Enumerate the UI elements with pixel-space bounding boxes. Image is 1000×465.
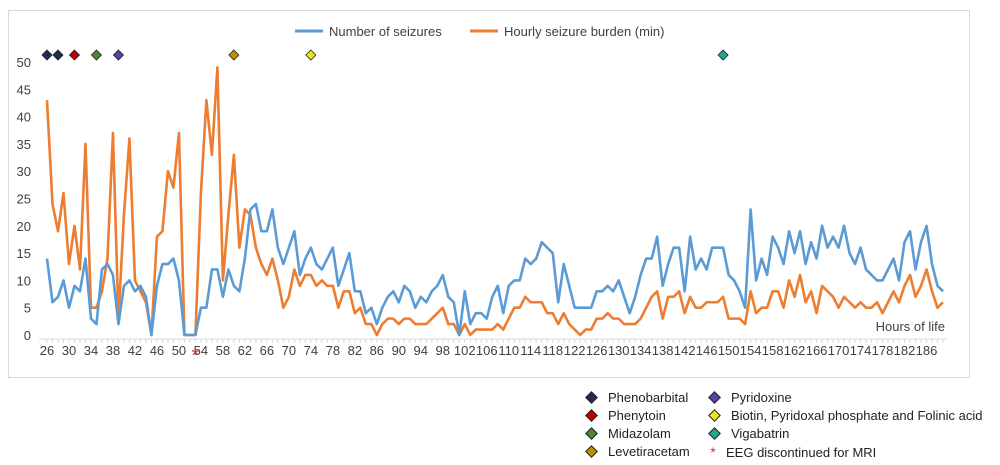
x-tick-label: 130 <box>608 343 630 358</box>
medication-marker-levetiracetam <box>228 49 240 61</box>
y-tick-label: 50 <box>17 55 31 70</box>
legend-item-phenytoin: Phenytoin <box>585 408 666 423</box>
medication-marker-phenobarbital <box>41 49 53 61</box>
x-tick-label: 54 <box>194 343 208 358</box>
diamond-icon <box>708 409 721 422</box>
x-tick-label: 106 <box>476 343 498 358</box>
x-tick-label: 146 <box>696 343 718 358</box>
chart-frame <box>8 10 970 378</box>
y-tick-label: 20 <box>17 219 31 234</box>
legend-item-biotin: Biotin, Pyridoxal phosphate and Folinic … <box>708 408 982 423</box>
x-tick-label: 178 <box>872 343 894 358</box>
legend-label: Biotin, Pyridoxal phosphate and Folinic … <box>731 408 983 423</box>
x-tick-label: 30 <box>62 343 76 358</box>
diamond-icon <box>585 409 598 422</box>
asterisk-icon: * <box>710 444 716 460</box>
series-line-burden <box>45 66 944 337</box>
x-tick-label: 134 <box>630 343 652 358</box>
x-tick-label: 50 <box>172 343 186 358</box>
x-tick-label: 150 <box>718 343 740 358</box>
medication-markers: * <box>41 49 729 367</box>
legend-item-eeg-discontinued: * EEG discontinued for MRI <box>708 444 876 460</box>
x-tick-label: 42 <box>128 343 142 358</box>
y-tick-label: 15 <box>17 246 31 261</box>
x-tick-label: 102 <box>454 343 476 358</box>
x-axis: 26 30 34 38 42 46 50 54 58 62 66 70 74 78 82 86 90 94 98 10… <box>39 338 947 358</box>
x-tick-label: 114 <box>520 343 541 358</box>
x-tick-label: 110 <box>498 343 519 358</box>
eeg-discontinued-marker: * <box>192 345 200 367</box>
legend-label: Phenobarbital <box>608 390 689 405</box>
legend-item-phenobarbital: Phenobarbital <box>585 390 688 405</box>
medication-marker-phenobarbital <box>52 49 64 61</box>
y-tick-label: 40 <box>17 110 31 125</box>
legend-label: Midazolam <box>608 426 671 441</box>
y-tick-label: 45 <box>17 82 31 97</box>
medication-marker-biotin <box>305 49 317 61</box>
medication-legend: Phenobarbital Pyridoxine Phenytoin Bioti… <box>585 390 995 462</box>
legend-label: Vigabatrin <box>731 426 790 441</box>
y-tick-label: 0 <box>24 328 31 343</box>
x-tick-label: 186 <box>916 343 938 358</box>
top-legend: Number of seizures Hourly seizure burden… <box>295 24 664 39</box>
x-tick-label: 46 <box>150 343 164 358</box>
x-axis-title: Hours of life <box>876 319 945 334</box>
x-tick-label: 86 <box>370 343 384 358</box>
x-tick-label: 174 <box>850 343 872 358</box>
x-tick-label: 122 <box>564 343 586 358</box>
x-tick-label: 166 <box>806 343 828 358</box>
x-tick-label: 154 <box>740 343 762 358</box>
medication-marker-vigabatrin <box>717 49 729 61</box>
y-tick-label: 5 <box>24 301 31 316</box>
x-tick-label: 162 <box>784 343 806 358</box>
y-axis: 0 5 10 15 20 25 30 35 40 45 50 <box>17 55 31 343</box>
y-tick-label: 10 <box>17 273 31 288</box>
x-tick-label: 158 <box>762 343 784 358</box>
x-tick-label: 34 <box>84 343 98 358</box>
medication-marker-phenytoin <box>68 49 81 61</box>
y-tick-label: 35 <box>17 137 31 152</box>
legend-label: Phenytoin <box>608 408 666 423</box>
legend-label-seizures: Number of seizures <box>329 24 442 39</box>
legend-label: EEG discontinued for MRI <box>726 444 877 460</box>
x-tick-label: 170 <box>828 343 850 358</box>
x-tick-label: 70 <box>282 343 296 358</box>
x-tick-label: 90 <box>392 343 406 358</box>
x-tick-label: 62 <box>238 343 252 358</box>
diamond-icon <box>708 391 721 404</box>
x-tick-label: 74 <box>304 343 318 358</box>
legend-item-midazolam: Midazolam <box>585 426 671 441</box>
x-tick-label: 94 <box>414 343 428 358</box>
x-tick-label: 38 <box>106 343 120 358</box>
legend-label: Pyridoxine <box>731 390 792 405</box>
x-tick-label: 142 <box>674 343 696 358</box>
series-lines <box>45 66 944 337</box>
legend-label: Levetiracetam <box>608 444 690 459</box>
legend-item-pyridoxine: Pyridoxine <box>708 390 792 405</box>
x-tick-label: 182 <box>894 343 916 358</box>
legend-item-vigabatrin: Vigabatrin <box>708 426 789 441</box>
diamond-icon <box>585 391 598 404</box>
diamond-icon <box>585 427 598 440</box>
y-tick-label: 25 <box>17 192 31 207</box>
x-tick-label: 126 <box>586 343 608 358</box>
medication-marker-pyridoxine <box>112 49 125 61</box>
y-tick-label: 30 <box>17 164 31 179</box>
x-tick-label: 58 <box>216 343 230 358</box>
x-tick-label: 66 <box>260 343 274 358</box>
diamond-icon <box>585 445 598 458</box>
legend-item-levetiracetam: Levetiracetam <box>585 444 690 459</box>
diamond-icon <box>708 427 721 440</box>
x-tick-label: 98 <box>436 343 450 358</box>
x-tick-label: 26 <box>40 343 54 358</box>
x-tick-label: 138 <box>652 343 674 358</box>
x-tick-label: 118 <box>542 343 563 358</box>
series-line-seizures <box>45 202 944 337</box>
medication-marker-midazolam <box>90 49 103 61</box>
x-tick-label: 78 <box>326 343 340 358</box>
x-tick-label: 82 <box>348 343 362 358</box>
legend-label-burden: Hourly seizure burden (min) <box>504 24 664 39</box>
